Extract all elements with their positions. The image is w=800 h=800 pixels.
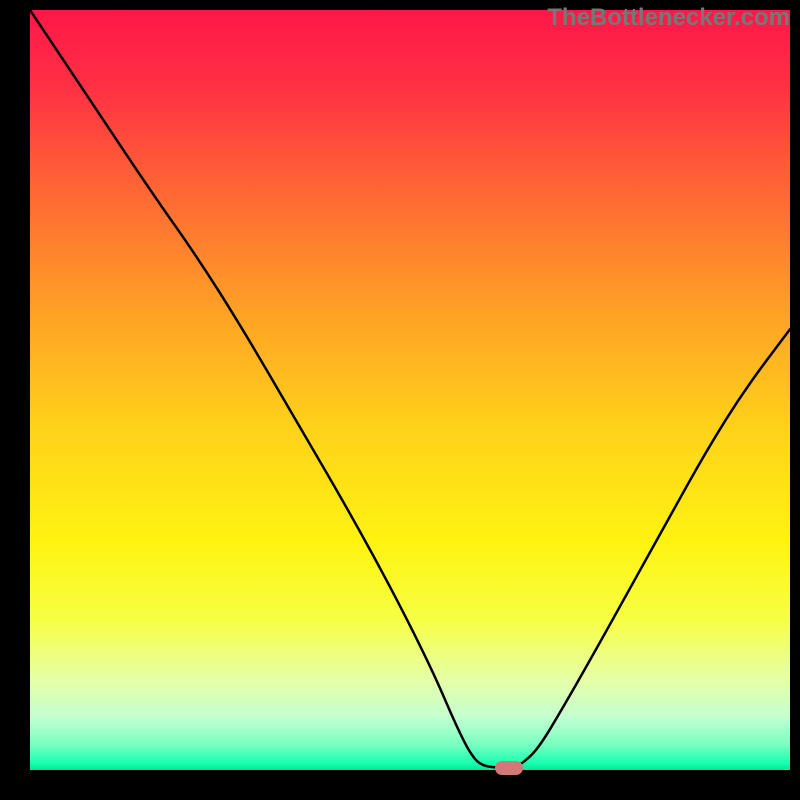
chart-container: TheBottlenecker.com bbox=[0, 0, 800, 800]
optimal-marker bbox=[495, 761, 523, 775]
plot-area bbox=[30, 10, 790, 770]
watermark-text: TheBottlenecker.com bbox=[547, 4, 790, 32]
bottleneck-curve bbox=[30, 10, 790, 770]
